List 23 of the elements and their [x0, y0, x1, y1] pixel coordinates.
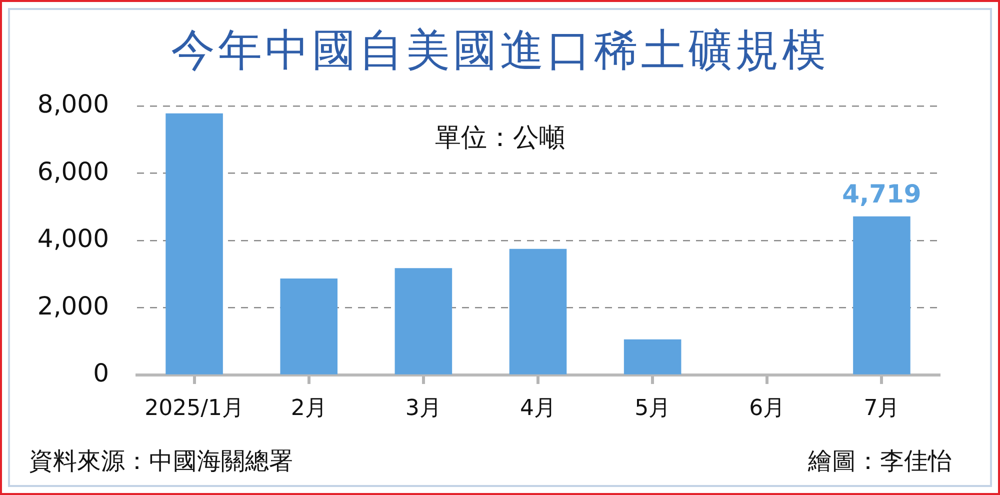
y-tick-label: 6,000 — [37, 156, 109, 186]
bar — [624, 339, 682, 374]
x-tick-label: 6月 — [749, 396, 786, 421]
y-tick-label: 0 — [93, 358, 109, 388]
x-tick-label: 2025/1月 — [144, 396, 244, 421]
y-tick-label: 8,000 — [37, 90, 109, 118]
bar — [166, 113, 223, 374]
x-tick-label: 2月 — [290, 396, 327, 421]
bar — [280, 278, 338, 374]
x-tick-label: 5月 — [634, 396, 671, 421]
x-tick-label: 4月 — [520, 396, 556, 421]
data-label: 4,719 — [842, 179, 922, 208]
source-note: 資料來源：中國海關總署 — [29, 447, 293, 475]
bar — [509, 248, 567, 374]
x-tick-label: 3月 — [405, 396, 442, 421]
chart-title: 今年中國自美國進口稀土礦規模 — [170, 25, 830, 76]
text: 繪圖：李佳怡 — [808, 447, 952, 475]
x-tick-label: 7月 — [864, 396, 900, 421]
annotation: 單位：公噸 — [434, 123, 566, 153]
bar — [853, 216, 910, 374]
bar — [394, 268, 452, 374]
y-tick-label: 2,000 — [37, 291, 109, 320]
y-tick-label: 4,000 — [37, 224, 109, 253]
